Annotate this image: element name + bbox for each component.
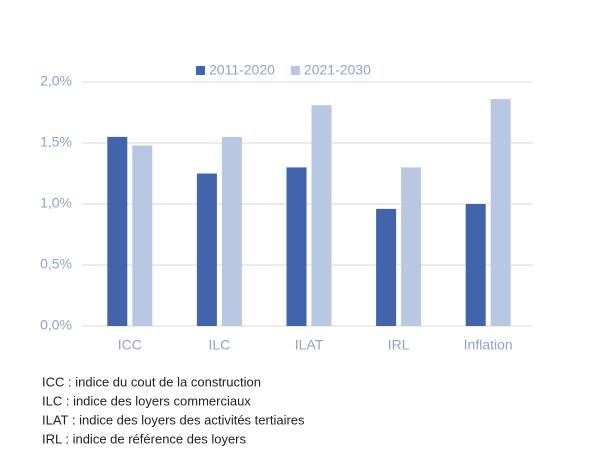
y-tick-label: 0,5% — [40, 256, 72, 272]
x-tick-label: ILAT — [295, 337, 324, 353]
y-tick-label: 1,5% — [40, 134, 72, 150]
x-tick-label: Inflation — [464, 337, 513, 353]
legend-swatch — [290, 66, 300, 75]
bar — [401, 167, 422, 326]
bar — [107, 136, 128, 326]
bar — [132, 145, 153, 326]
bar — [376, 208, 397, 326]
note: ILAT : indice des loyers des activités t… — [42, 412, 305, 427]
legend-label: 2021-2030 — [304, 62, 371, 78]
note: ILC : indice des loyers commerciaux — [42, 393, 251, 408]
y-tick-label: 1,0% — [40, 195, 72, 211]
bar — [465, 204, 486, 326]
x-tick-label: ILC — [209, 337, 231, 353]
note: IRL : indice de référence des loyers — [42, 431, 247, 446]
bar — [286, 167, 307, 326]
bar — [311, 105, 332, 327]
bar — [221, 136, 242, 326]
note: ICC : indice du cout de la construction — [42, 374, 261, 389]
x-tick-label: IRL — [388, 337, 410, 353]
legend-swatch — [196, 66, 205, 75]
legend-label: 2011-2020 — [209, 62, 275, 78]
x-tick-label: ICC — [118, 337, 142, 353]
y-tick-label: 0,0% — [40, 317, 72, 333]
bar — [196, 173, 217, 326]
y-tick-label: 2,0% — [40, 73, 72, 89]
bar — [490, 99, 511, 326]
